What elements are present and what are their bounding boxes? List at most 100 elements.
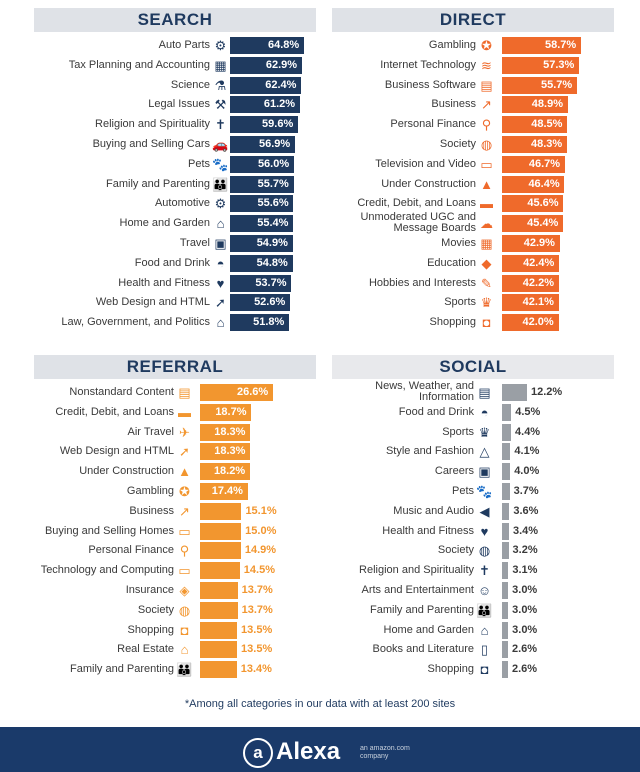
value-label: 48.9% (531, 98, 563, 111)
value-label: 4.5% (515, 405, 541, 418)
category-label: Business Software (384, 78, 476, 91)
bar (230, 155, 294, 173)
bar-row: Television and Video ▭ 46.7% (332, 155, 614, 174)
traffic-cone-icon: ▲ (178, 464, 191, 480)
value-label: 57.3% (543, 58, 575, 71)
category-label: Society (437, 544, 474, 557)
speaker-icon: ◀ (479, 503, 490, 519)
food-cloche-icon: ◓ (480, 404, 489, 420)
category-label: Internet Technology (380, 58, 476, 71)
value-label: 17.4% (211, 485, 243, 497)
panel-search: SEARCH Auto Parts ⚙ 64.8% Tax Planning and A… (34, 8, 316, 335)
category-label: Auto Parts (158, 39, 210, 51)
category-label: Unmoderated UGC and Message Boards (360, 211, 476, 235)
value-label: 46.4% (528, 177, 560, 190)
category-label: Religion and Spirituality (95, 118, 210, 131)
bar-row: News, Weather, and Information ▤ 12.2% (332, 381, 614, 403)
shopping-bag-icon: ◘ (482, 315, 491, 331)
category-label: Insurance (125, 584, 174, 596)
category-label: Religion and Spirituality (359, 564, 474, 577)
value-label: 54.9% (256, 237, 288, 249)
value-label: 52.6% (254, 296, 286, 309)
bar-row: Home and Garden ⌂ 55.4% (34, 214, 316, 233)
bar-row: Under Construction ▲ 46.4% (332, 175, 614, 194)
category-label: Science (170, 78, 210, 91)
bar (200, 641, 238, 659)
newspaper-icon: ▤ (478, 385, 491, 400)
bar (502, 136, 567, 153)
bar (230, 294, 291, 312)
bar (502, 542, 509, 560)
bar (200, 502, 242, 520)
category-label: Family and Parenting (70, 663, 174, 676)
trophy-icon: ♛ (478, 424, 491, 440)
value-label: 13.4% (240, 663, 272, 676)
bar-row: Health and Fitness ♥ 53.7% (34, 274, 316, 293)
category-label: Home and Garden (119, 217, 211, 230)
bar-row: Internet Technology ≋ 57.3% (332, 56, 614, 75)
shopping-bag-icon: ◘ (480, 662, 489, 678)
bar-row: Insurance ◈ 13.7% (34, 581, 316, 600)
bar-row: Business ↗ 15.1% (34, 502, 316, 521)
value-label: 48.5% (531, 118, 563, 131)
bar (200, 562, 240, 580)
trophy-icon: ♛ (480, 295, 493, 311)
amazon-tagline: an amazon.com company (360, 745, 410, 761)
bar (502, 522, 509, 540)
bar (502, 235, 560, 252)
category-label: Gambling (428, 39, 476, 51)
food-cloche-icon: ◓ (216, 255, 225, 271)
bar (230, 175, 294, 193)
theater-masks-icon: ☺ (477, 583, 492, 598)
bar (230, 96, 300, 114)
bar-row: Society ◍ 13.7% (34, 601, 316, 620)
value-label: 18.7% (215, 405, 247, 418)
category-label: Under Construction (381, 177, 476, 190)
bar-row: Buying and Selling Homes ▭ 15.0% (34, 522, 316, 541)
value-label: 42.2% (522, 276, 554, 289)
value-label: 42.1% (522, 296, 554, 309)
bar-row: Music and Audio ◀ 3.6% (332, 502, 614, 521)
panel-title-search: SEARCH (34, 8, 316, 32)
category-label: Food and Drink (134, 256, 210, 269)
value-label: 12.2% (531, 386, 563, 398)
category-label: Pets (187, 157, 210, 170)
computer-icon: ▭ (178, 563, 191, 579)
category-label: Education (427, 256, 476, 269)
value-label: 48.3% (531, 138, 563, 150)
value-label: 13.7% (241, 603, 273, 616)
category-label: Style and Fashion (385, 445, 474, 458)
value-label: 62.9% (265, 58, 298, 71)
heart-pulse-icon: ♥ (480, 523, 489, 539)
bar-row: Business Software ▤ 55.7% (332, 76, 614, 95)
bar (502, 294, 559, 312)
category-label: Personal Finance (390, 118, 476, 131)
category-label: Business (431, 98, 476, 111)
category-label: Credit, Debit, and Loans (357, 197, 476, 210)
globe-icon: ◍ (480, 137, 493, 152)
value-label: 51.8% (253, 316, 285, 329)
calculator-icon: ▦ (214, 57, 227, 73)
bar-row: Food and Drink ◓ 54.8% (34, 254, 316, 273)
value-label: 2.6% (512, 663, 538, 676)
category-label: Sports (442, 425, 474, 438)
panel-direct: DIRECT Gambling ✪ 58.7% Internet Technology ≋… (332, 8, 614, 335)
airplane-icon: ✈ (179, 424, 190, 440)
value-label: 53.7% (255, 276, 287, 289)
bar-row: Legal Issues ⚒ 61.2% (34, 95, 316, 114)
car-parts-icon: ⚙ (214, 38, 227, 53)
bar (502, 463, 511, 481)
bar-row: Sports ♛ 42.1% (332, 293, 614, 312)
category-label: Air Travel (127, 425, 174, 438)
category-label: Shopping (429, 316, 477, 329)
house-icon: ⌂ (216, 216, 225, 232)
bar-row: Web Design and HTML ➚ 52.6% (34, 293, 316, 312)
heart-pulse-icon: ♥ (216, 275, 225, 291)
bar (230, 76, 302, 94)
tv-icon: ▭ (480, 156, 493, 172)
value-label: 42.4% (523, 256, 555, 269)
bar (502, 314, 559, 332)
value-label: 3.4% (512, 524, 539, 537)
traffic-cone-icon: ▲ (480, 176, 493, 192)
graduation-cap-icon: ◆ (481, 255, 492, 271)
